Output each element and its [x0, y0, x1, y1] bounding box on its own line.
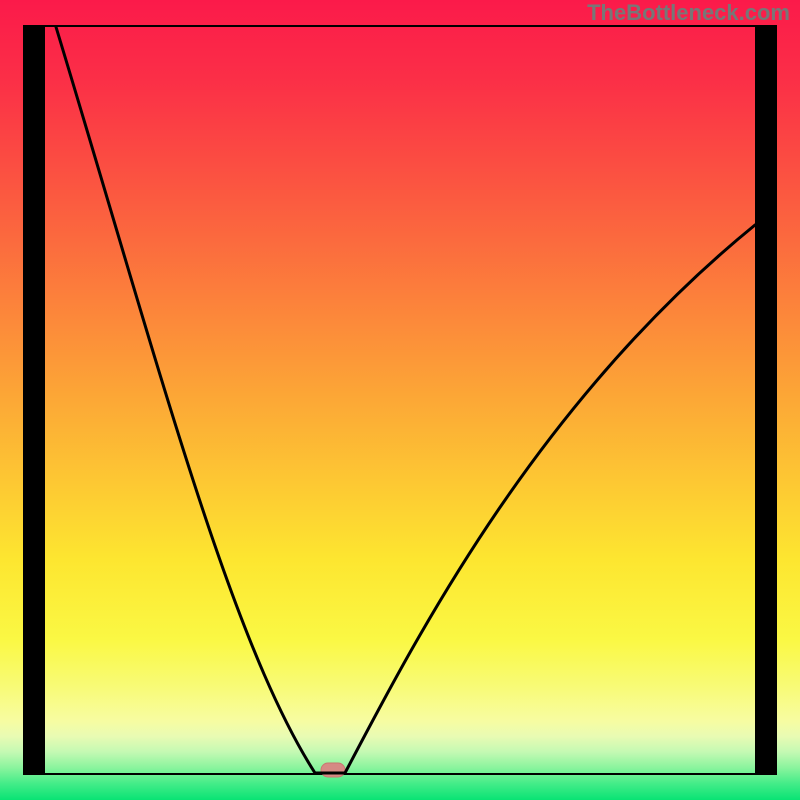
bottleneck-chart — [0, 0, 800, 800]
gradient-background — [0, 0, 800, 800]
minimum-marker — [321, 763, 345, 777]
frame-right — [755, 25, 777, 775]
frame-bottom — [23, 773, 777, 775]
watermark-text: TheBottleneck.com — [587, 0, 790, 26]
frame-left — [23, 25, 45, 775]
